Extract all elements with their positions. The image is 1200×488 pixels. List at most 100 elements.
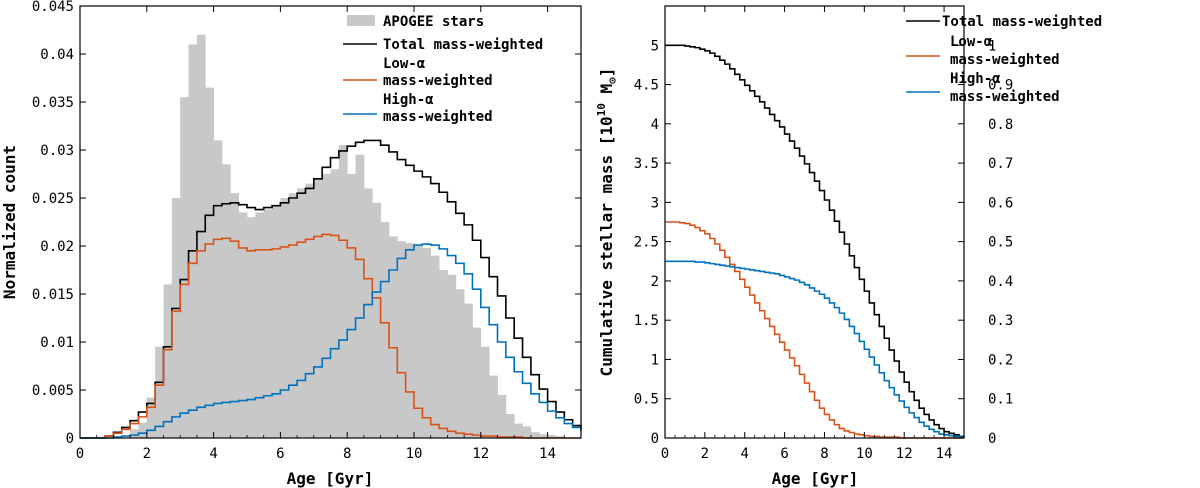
right-right-y-tick-label: 0.5 (988, 235, 1013, 251)
right-right-y-tick-label: 0.7 (988, 156, 1013, 172)
left-y-tick-label: 0.025 (32, 191, 74, 207)
legend-label-high-alpha-sub: mass-weighted (950, 89, 1060, 105)
left-series-apogee-stars-bar (322, 174, 331, 438)
right-y-tick-label: 1 (651, 352, 659, 368)
right-y-axis-label-unit: M (597, 84, 616, 103)
left-series-apogee-stars-bar (171, 198, 181, 438)
right-y-tick-label: 5 (651, 38, 659, 54)
left-y-tick-label: 0.035 (32, 95, 74, 111)
left-series-apogee-stars-bar (221, 164, 231, 438)
left-series-high-mass-weighted (80, 243, 582, 439)
right-y-tick-label: 2.5 (634, 235, 659, 251)
right-plot-frame (664, 5, 965, 439)
left-series-low-mass-weighted (80, 233, 581, 439)
left-x-tick-label: 10 (406, 446, 423, 462)
left-series-apogee-stars-bar (430, 255, 440, 438)
right-y-tick-label: 4.5 (634, 78, 659, 94)
legend-label-low-alpha: Low-α (950, 34, 992, 50)
left-series-apogee-stars-bar (130, 429, 139, 438)
left-series-apogee-stars-bar (263, 209, 273, 438)
right-y-axis-label: Cumulative stellar mass [1010 M⊙] (595, 68, 619, 377)
right-y-tick-label: 1.5 (634, 313, 659, 329)
left-series-apogee-stars-bar (338, 145, 348, 438)
left-series-apogee-stars-bar (305, 183, 315, 438)
left-series-apogee-stars-bar (514, 423, 523, 438)
legend-label-high-alpha: High-α (950, 71, 1001, 87)
left-legend: APOGEE stars Total mass-weighted Low-α m… (343, 14, 543, 125)
left-series-apogee-stars-bar (238, 212, 248, 438)
left-series-apogee-stars-bar (180, 97, 189, 438)
left-series-apogee-stars-bar (372, 202, 381, 438)
left-series-apogee-stars-bar (397, 241, 407, 438)
right-x-tick-label: 14 (936, 446, 953, 462)
left-series-apogee-stars-bar (155, 346, 164, 438)
left-series-apogee-stars-bar (146, 397, 156, 438)
left-series-apogee-stars-bar (163, 284, 173, 438)
left-series-apogee-stars-bar (464, 303, 473, 438)
left-chart: 0 2 4 6 8 10 12 14 0 0.005 0.01 0.015 0.02 0.025 0.03 0… (0, 0, 582, 488)
left-y-tick-label: 0.04 (40, 47, 74, 63)
left-series-apogee-stars-bar (455, 289, 465, 438)
legend-label-total: Total mass-weighted (942, 14, 1102, 30)
left-series-apogee-stars-bar (522, 426, 532, 438)
left-series-apogee-stars-bar (288, 193, 298, 438)
left-series-apogee-stars-bar (497, 394, 507, 438)
right-right-y-tick-label: 0.8 (988, 117, 1013, 133)
right-series-low-mass-weighted (665, 221, 964, 439)
left-y-tick-label: 0.045 (32, 0, 74, 15)
left-series-apogee-stars-bar (472, 327, 482, 438)
left-y-tick-label: 0.03 (40, 143, 74, 159)
left-x-tick-label: 4 (209, 446, 217, 462)
right-x-tick-label: 0 (661, 446, 669, 462)
left-series-apogee-stars-bar (489, 375, 498, 438)
right-right-y-tick-label: 1 (988, 38, 996, 54)
left-series-apogee-stars-bar (363, 188, 373, 438)
right-chart: 0 2 4 6 8 10 12 14 0 0.5 1 1.5 2 2.5 3 3.5 4 4.5 5 0 0.1 0.2 0… (595, 5, 1102, 488)
left-y-axis-label: Normalized count (0, 145, 19, 299)
right-series-high-mass-weighted (665, 260, 964, 439)
left-series-apogee-stars-bar (505, 414, 515, 438)
legend-label-total: Total mass-weighted (383, 37, 543, 53)
left-series-apogee-stars-bar (388, 236, 398, 438)
left-series-apogee-stars-bar (480, 346, 490, 438)
left-series-apogee-stars-bar (555, 436, 565, 438)
left-x-tick-label: 14 (539, 446, 556, 462)
left-series-apogee-stars-bar (280, 198, 290, 438)
left-y-tick-label: 0.005 (32, 383, 74, 399)
right-x-tick-label: 2 (701, 446, 709, 462)
right-y-axis-label-main: Cumulative stellar mass [10 (597, 116, 616, 376)
left-series-apogee-stars-bar (255, 212, 265, 438)
left-series-apogee-stars-bar (188, 44, 198, 439)
left-chart-ticks: 0 2 4 6 8 10 12 14 0 0.005 0.01 0.015 0.02 0.025 0.03 0… (32, 0, 581, 462)
left-chart-marks (80, 34, 582, 439)
left-series-apogee-stars-bar (422, 247, 432, 438)
legend-label-low-alpha: Low-α (383, 56, 425, 72)
left-y-tick-label: 0.02 (40, 239, 74, 255)
left-series-apogee-stars-bar (414, 246, 423, 438)
legend-swatch-apogee (347, 15, 375, 26)
right-x-axis-label: Age [Gyr] (772, 469, 859, 488)
left-series-apogee-stars-bar (213, 140, 223, 438)
left-series-apogee-stars-bar (439, 270, 448, 438)
right-right-y-tick-label: 0.6 (988, 195, 1013, 211)
right-y-tick-label: 0.5 (634, 392, 659, 408)
right-right-y-tick-label: 0 (988, 431, 996, 447)
right-legend: Total mass-weighted Low-α mass-weighted … (906, 14, 1102, 105)
right-y-axis-label-exponent: 10 (595, 103, 608, 116)
right-x-tick-label: 6 (780, 446, 788, 462)
left-series-apogee-stars-bar (205, 87, 214, 438)
left-series-apogee-stars-bar (539, 434, 548, 438)
left-series-apogee-stars-bar (547, 435, 557, 438)
left-series-apogee-stars-bar (380, 222, 390, 438)
right-right-y-tick-label: 0.2 (988, 352, 1013, 368)
left-series-apogee-stars-bar (405, 243, 415, 438)
legend-label-apogee: APOGEE stars (383, 14, 484, 30)
left-x-axis-label: Age [Gyr] (287, 469, 374, 488)
legend-label-low-alpha-sub: mass-weighted (950, 52, 1060, 68)
left-series-apogee-stars-bar (138, 422, 148, 438)
legend-label-low-alpha-sub: mass-weighted (383, 73, 493, 89)
left-x-tick-label: 8 (343, 446, 351, 462)
left-series-apogee-stars-bar (355, 154, 365, 439)
left-series-apogee-stars-bar (297, 188, 306, 438)
